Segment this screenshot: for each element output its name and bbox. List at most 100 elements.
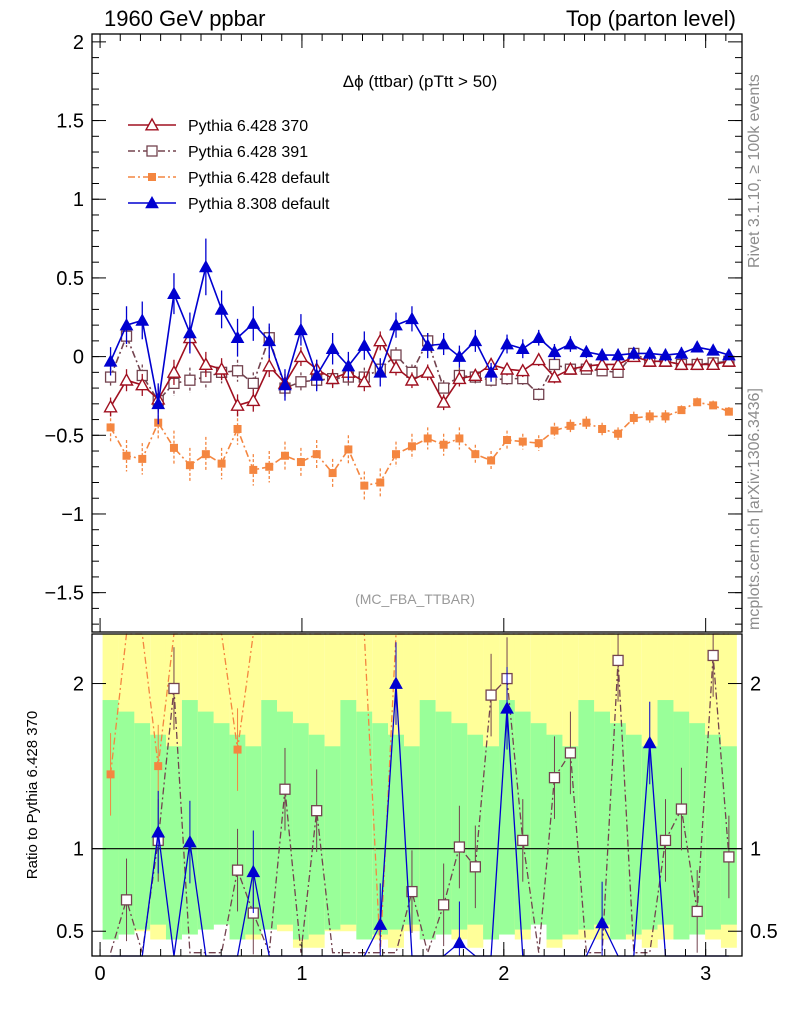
data-point: [674, 357, 689, 370]
data-point: [563, 361, 578, 375]
ratio-point: [389, 676, 403, 689]
legend-label: Pythia 6.428 391: [188, 144, 308, 161]
ratio-point: [452, 935, 467, 949]
data-point: [629, 413, 638, 422]
data-point: [246, 316, 261, 329]
data-point: [231, 365, 244, 377]
series-2: [106, 397, 733, 500]
data-point: [328, 469, 337, 478]
data-point: [357, 338, 372, 351]
band-inner: [213, 723, 230, 925]
data-point: [341, 359, 356, 372]
data-point: [138, 454, 147, 463]
data-point: [166, 364, 182, 378]
band-inner: [578, 700, 595, 930]
data-point: [471, 450, 480, 459]
ratio-point: [154, 762, 163, 771]
data-point: [499, 361, 515, 375]
band-inner: [705, 734, 722, 930]
data-point: [566, 421, 575, 430]
band-inner: [625, 734, 642, 935]
data-point: [455, 434, 464, 443]
ratio-point: [406, 885, 418, 898]
data-point: [389, 318, 403, 331]
data-point: [500, 336, 514, 350]
band-inner: [340, 700, 357, 925]
data-point: [658, 348, 673, 361]
data-point: [547, 344, 562, 358]
legend-label: Pythia 6.428 370: [188, 118, 308, 135]
data-point: [468, 333, 483, 347]
data-point: [103, 399, 118, 413]
data-point: [404, 372, 420, 386]
data-point: [420, 338, 435, 351]
band-inner: [292, 723, 309, 940]
data-point: [135, 377, 150, 391]
data-point: [373, 333, 388, 347]
data-point: [296, 458, 305, 467]
data-point: [598, 424, 607, 433]
data-point: [439, 440, 448, 449]
band-inner: [499, 700, 516, 935]
ratio-point: [120, 894, 133, 906]
data-point: [468, 368, 483, 381]
data-point: [487, 456, 496, 465]
data-point: [550, 426, 559, 435]
legend-label: Pythia 6.428 default: [188, 170, 330, 187]
data-point: [230, 330, 245, 344]
ratio-y-tick-label-right: 0.5: [750, 921, 778, 943]
data-point: [531, 352, 546, 366]
data-point: [515, 363, 530, 377]
data-point: [325, 341, 340, 355]
data-point: [295, 376, 307, 388]
data-point: [185, 461, 194, 470]
ratio-y-tick-label: 1: [73, 839, 84, 861]
data-point: [246, 393, 261, 407]
band-inner: [134, 723, 151, 930]
header-left: 1960 GeV ppbar: [104, 6, 266, 31]
series-0: [103, 325, 737, 417]
ratio-point: [233, 745, 242, 754]
data-point: [247, 377, 259, 390]
data-point: [423, 434, 432, 443]
data-point: [151, 396, 166, 410]
ratio-point: [564, 747, 577, 759]
data-point: [357, 374, 372, 388]
data-point: [249, 465, 258, 474]
data-point: [645, 412, 654, 421]
data-point: [484, 365, 498, 378]
data-point: [614, 429, 623, 438]
data-point: [122, 451, 131, 460]
data-point: [642, 353, 657, 367]
data-point: [388, 360, 404, 374]
data-point: [201, 450, 210, 459]
legend: Pythia 6.428 370 Pythia 6.428 391 Pythia 6…: [128, 117, 330, 213]
data-point: [183, 325, 197, 339]
band-inner: [594, 711, 611, 925]
band-inner: [356, 711, 373, 940]
band-inner: [261, 700, 278, 930]
mcplots-label: mcplots.cern.ch [arXiv:1306.3436]: [746, 388, 763, 630]
y-tick-label: −1: [61, 504, 84, 526]
data-point: [563, 336, 578, 350]
data-point: [309, 368, 324, 381]
y-tick-label: 1.5: [56, 111, 84, 133]
ratio-point: [612, 654, 624, 667]
series-line: [109, 333, 729, 402]
ratio-y-tick-label: 2: [73, 674, 84, 696]
x-tick-label: 1: [296, 963, 307, 985]
band-inner: [530, 723, 547, 925]
data-point: [610, 357, 626, 370]
y-tick-label: 0: [73, 347, 84, 369]
band-inner: [546, 734, 563, 940]
main-series: [103, 238, 737, 500]
rivet-label: Rivet 3.1.10, ≥ 100k events: [746, 74, 763, 268]
data-point: [135, 313, 150, 326]
ratio-point: [151, 825, 166, 838]
legend-marker: [145, 195, 159, 209]
data-point: [198, 357, 214, 370]
ratio-point: [723, 851, 735, 863]
data-point: [661, 412, 670, 421]
data-point: [199, 259, 213, 273]
data-point: [531, 330, 546, 344]
